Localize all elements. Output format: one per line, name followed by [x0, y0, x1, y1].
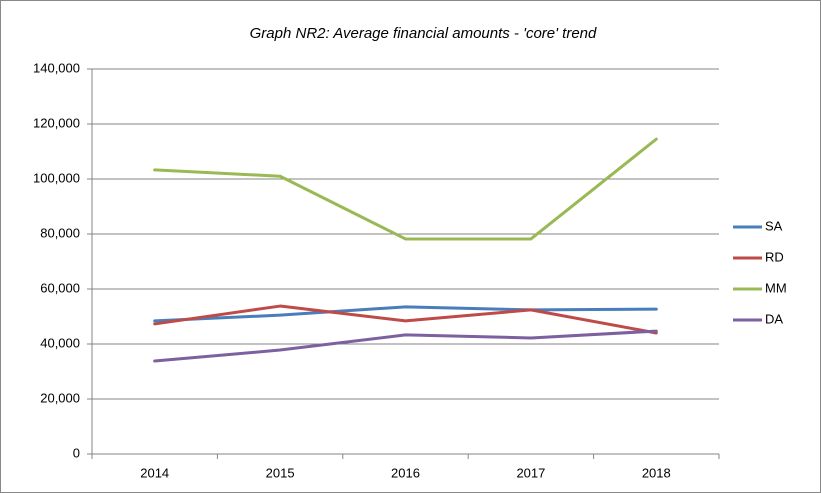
y-tick-label: 140,000 [33, 60, 80, 75]
y-tick-label: 20,000 [40, 390, 80, 405]
y-tick-label: 120,000 [33, 115, 80, 130]
x-tick-label: 2018 [642, 465, 671, 480]
y-tick-label: 40,000 [40, 335, 80, 350]
y-tick-label: 0 [73, 445, 80, 460]
y-tick-label: 100,000 [33, 170, 80, 185]
series-line [153, 304, 658, 335]
x-tick-label: 2017 [516, 465, 545, 480]
series-line [153, 137, 658, 241]
x-tick-label: 2014 [140, 465, 169, 480]
y-tick-label: 60,000 [40, 280, 80, 295]
y-tick-label: 80,000 [40, 225, 80, 240]
legend-label: SA [765, 218, 783, 233]
legend-label: RD [765, 249, 784, 264]
series-line [153, 305, 658, 323]
legend-label: MM [765, 280, 787, 295]
chart-title: Graph NR2: Average financial amounts - '… [250, 25, 597, 42]
x-tick-label: 2015 [266, 465, 295, 480]
x-tick-label: 2016 [391, 465, 420, 480]
legend-label: DA [765, 311, 783, 326]
series-line [153, 329, 658, 363]
